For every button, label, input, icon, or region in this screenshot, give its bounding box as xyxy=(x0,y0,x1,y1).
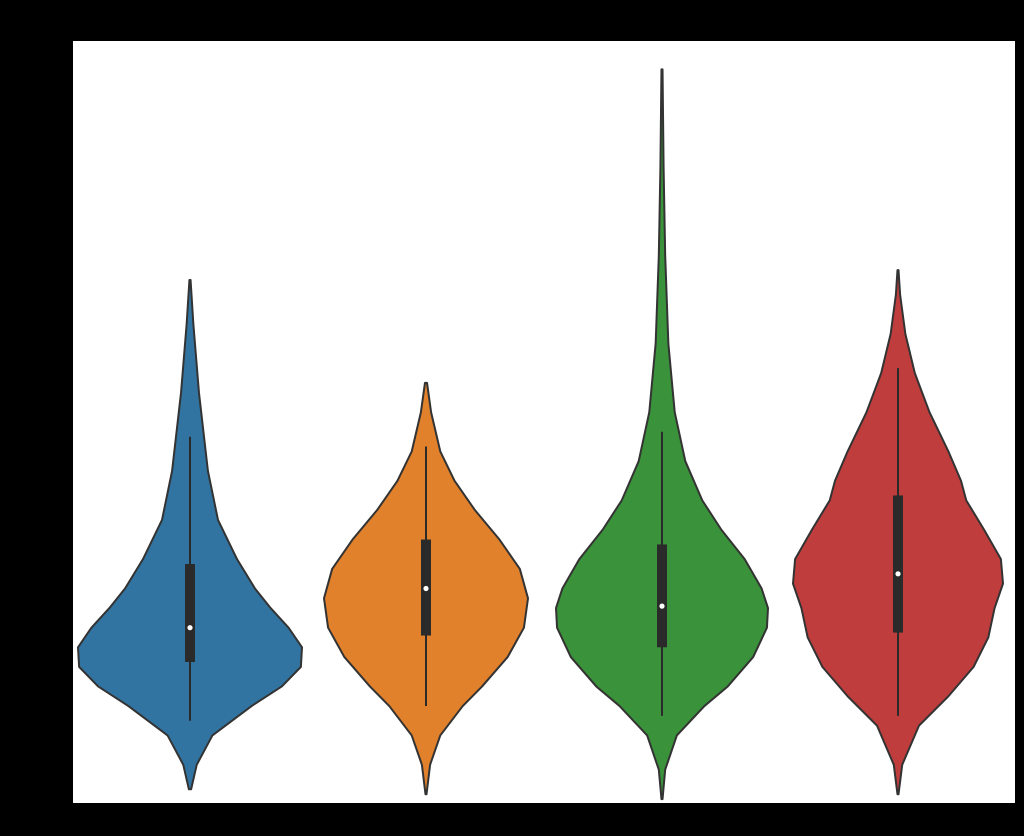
violin-1 xyxy=(78,280,302,789)
violin-3 xyxy=(556,69,768,799)
violin-plot-svg xyxy=(72,40,1016,804)
plot-area xyxy=(72,40,1016,804)
violin-4 xyxy=(793,270,1003,794)
violin-2 xyxy=(324,383,528,794)
